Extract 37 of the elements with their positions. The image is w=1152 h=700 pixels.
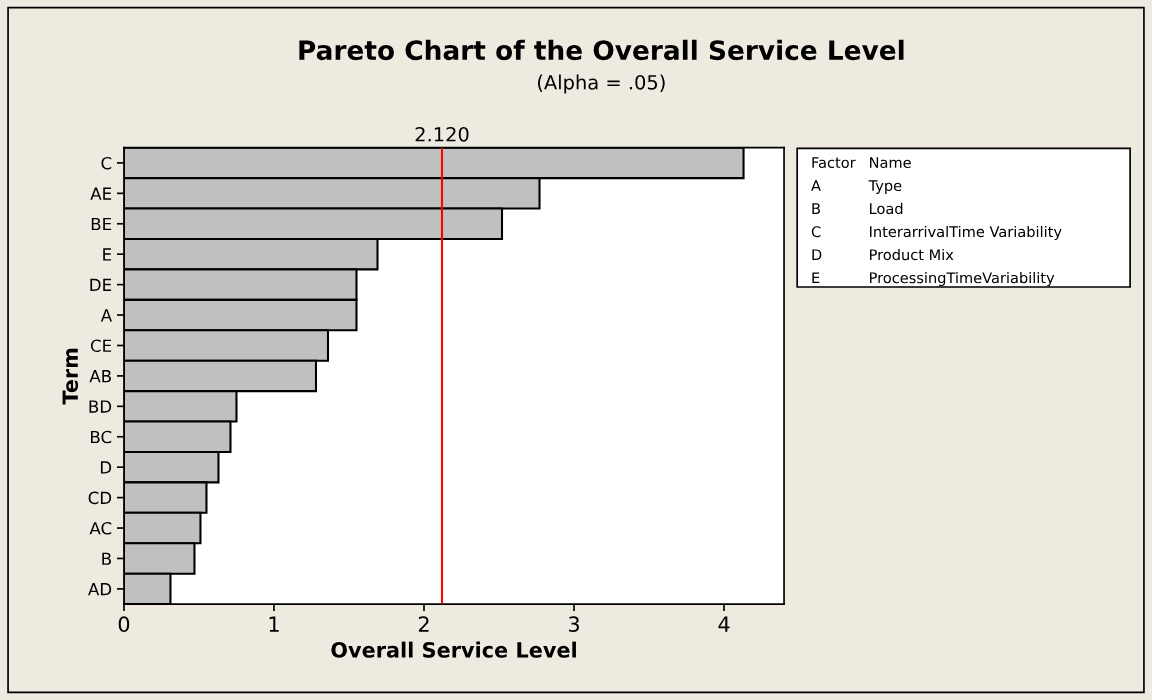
text: Factor bbox=[812, 157, 856, 169]
y-tick-label: BC bbox=[91, 430, 112, 444]
y-tick-label: A bbox=[100, 309, 113, 322]
y-tick-label: D bbox=[100, 461, 112, 474]
y-tick-label: CD bbox=[88, 491, 112, 505]
text: Product Mix bbox=[870, 248, 954, 261]
x-tick-label: 2 bbox=[418, 616, 429, 632]
y-tick-label: E bbox=[103, 248, 112, 261]
x-tick-label: 4 bbox=[718, 616, 730, 632]
text: E bbox=[812, 272, 820, 284]
y-tick-label: CE bbox=[90, 339, 112, 353]
x-tick-label: 1 bbox=[269, 616, 279, 632]
x-tick-label: 3 bbox=[568, 616, 579, 633]
text: C bbox=[811, 226, 821, 238]
text: D bbox=[812, 249, 822, 261]
y-tick-label: B bbox=[102, 552, 111, 565]
y-tick-label: AD bbox=[88, 583, 112, 596]
ref-line-label: 2.120 bbox=[415, 126, 469, 142]
text: A bbox=[811, 180, 821, 191]
y-tick-label: BE bbox=[91, 217, 112, 231]
chart-title: Pareto Chart of the Overall Service Level bbox=[299, 39, 904, 61]
y-tick-label: AE bbox=[90, 187, 112, 200]
y-tick-label: BD bbox=[89, 400, 112, 413]
y-tick-label: DE bbox=[90, 278, 112, 291]
text: Type bbox=[868, 180, 902, 194]
text: B bbox=[812, 203, 820, 214]
text: InterarrivalTime Variability bbox=[870, 225, 1062, 241]
text: ProcessingTimeVariability bbox=[870, 271, 1055, 287]
x-tick-label: 0 bbox=[118, 616, 130, 633]
y-tick-label: C bbox=[101, 156, 112, 170]
y-tick-label: AC bbox=[89, 522, 112, 535]
text: Name bbox=[870, 157, 911, 169]
y-tick-label: AB bbox=[89, 370, 111, 383]
text: Load bbox=[870, 202, 903, 215]
x-axis-title: Overall Service Level bbox=[331, 641, 576, 658]
chart-subtitle: (Alpha = .05) bbox=[538, 74, 665, 94]
y-axis-title: Term bbox=[62, 348, 79, 405]
